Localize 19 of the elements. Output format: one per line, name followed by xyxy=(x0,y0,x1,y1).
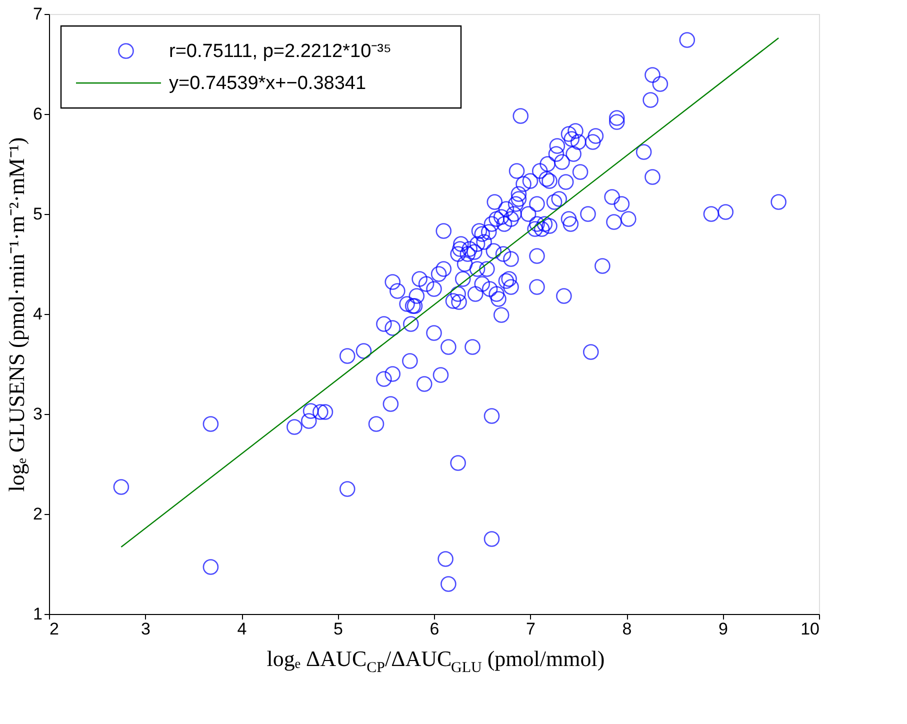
y-tick-label: 7 xyxy=(33,4,42,24)
legend-label: r=0.75111, p=2.2212*10⁻³⁵ xyxy=(169,41,392,62)
y-tick-label: 4 xyxy=(33,304,42,324)
x-tick-label: 4 xyxy=(237,620,247,638)
legend-label: y=0.74539*x+−0.38341 xyxy=(169,73,366,94)
y-tick-label: 5 xyxy=(33,204,42,224)
x-tick-label: 6 xyxy=(430,620,440,638)
y-tick-label: 2 xyxy=(33,504,42,524)
y-tick-label: 6 xyxy=(33,104,42,124)
x-tick-label: 3 xyxy=(141,620,150,638)
x-tick-label: 10 xyxy=(800,620,820,638)
x-tick-label: 2 xyxy=(50,620,59,638)
x-tick-label: 9 xyxy=(718,620,728,638)
y-axis-title: logₑ GLUSENS (pmol·min⁻¹·m⁻²·mM⁻¹) xyxy=(4,137,30,492)
y-tick-label: 3 xyxy=(33,404,42,424)
x-tick-label: 8 xyxy=(622,620,632,638)
x-tick-label: 7 xyxy=(526,620,536,638)
y-tick-label: 1 xyxy=(33,604,42,624)
x-tick-label: 5 xyxy=(334,620,343,638)
